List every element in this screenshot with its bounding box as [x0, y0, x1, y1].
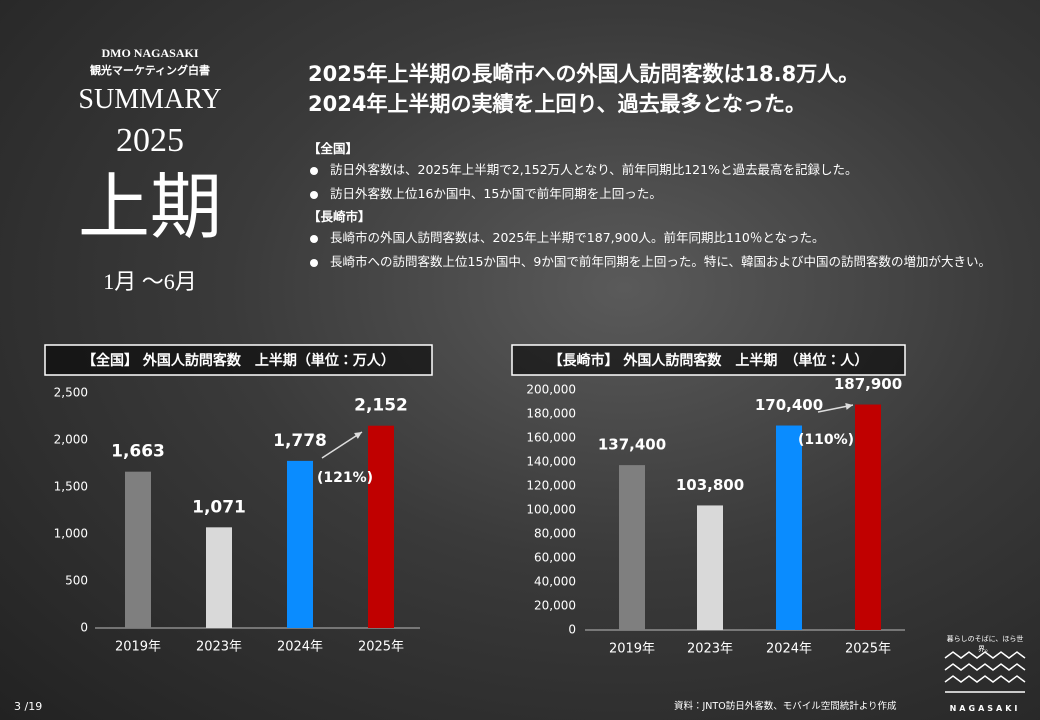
y-tick-label: 200,000: [526, 383, 576, 397]
bullet-text: 長崎市への訪問客数上位15か国中、9か国で前年同期を上回った。特に、韓国および中…: [330, 253, 991, 269]
bar: [619, 465, 645, 630]
value-label: 170,400: [755, 396, 823, 414]
bar: [776, 425, 802, 630]
y-tick-label: 100,000: [526, 503, 576, 517]
bullet-dot: [310, 258, 318, 267]
x-tick-label: 2019年: [115, 640, 161, 655]
source: 資料：JNTO訪日外客数、モバイル空間統計より作成: [674, 701, 897, 712]
value-label: 2,152: [354, 396, 408, 416]
x-tick-label: 2023年: [196, 640, 242, 655]
y-tick-label: 1,000: [54, 527, 88, 541]
y-tick-label: 60,000: [534, 551, 576, 565]
y-tick-label: 2,500: [54, 386, 88, 400]
y-tick-label: 40,000: [534, 575, 576, 589]
y-tick-label: 140,000: [526, 455, 576, 469]
value-label: 103,800: [676, 476, 744, 494]
annotation: (110%): [798, 432, 854, 448]
value-label: 1,071: [192, 497, 246, 517]
y-tick-label: 120,000: [526, 479, 576, 493]
bar: [368, 425, 394, 628]
y-tick-label: 1,500: [54, 480, 88, 494]
y-tick-label: 160,000: [526, 431, 576, 445]
year: 2025: [116, 122, 184, 159]
value-label: 137,400: [598, 436, 666, 454]
chart-title: 【全国】 外国人訪問客数 上半期（単位：万人）: [82, 352, 395, 369]
bullet-dot: [310, 235, 318, 243]
bullet-text: 訪日外客数上位16か国中、15か国で前年同期を上回った。: [330, 185, 662, 201]
bar: [855, 404, 881, 630]
chart-title: 【長崎市】 外国人訪問客数 上半期 （単位：人）: [549, 352, 869, 369]
bullet-dot: [310, 166, 318, 175]
bullet-text: 長崎市の外国人訪問客数は、2025年上半期で187,900人。前年同期比110％…: [330, 230, 825, 245]
bullet: 訪日外客数上位16か国中、15か国で前年同期を上回った。: [308, 185, 1008, 204]
chart-title-box: [511, 344, 906, 376]
section-heading: 【長崎市】: [308, 209, 371, 225]
arrow: [321, 431, 363, 459]
arrow-head: [845, 403, 853, 410]
bullet: 長崎市の外国人訪問客数は、2025年上半期で187,900人。前年同期比110％…: [308, 229, 1008, 248]
period: 上期: [77, 168, 222, 248]
subtitle: 観光マーケティング白書: [89, 64, 211, 77]
bar: [206, 527, 232, 628]
summary: SUMMARY: [78, 84, 222, 115]
value-label: 1,663: [111, 442, 165, 462]
bullet-text: 訪日外客数は、2025年上半期で2,152万人となり、前年同期比121%と過去最…: [330, 161, 858, 177]
y-tick-label: 0: [568, 623, 576, 637]
annotation: (121%): [317, 470, 373, 486]
x-tick-label: 2025年: [845, 642, 891, 657]
bullet: 長崎市への訪問客数上位15か国中、9か国で前年同期を上回った。特に、韓国および中…: [308, 253, 1008, 272]
logo-name: NAGASAKI: [949, 704, 1021, 713]
x-tick-label: 2025年: [358, 640, 404, 655]
bar: [287, 460, 313, 628]
bar: [125, 471, 151, 628]
section-heading: 【全国】: [308, 141, 359, 156]
logo-mark: [944, 651, 1026, 693]
x-tick-label: 2024年: [766, 642, 812, 657]
bullet: 訪日外客数は、2025年上半期で2,152万人となり、前年同期比121%と過去最…: [308, 161, 1008, 180]
bar: [697, 505, 723, 630]
org: DMO NAGASAKI: [101, 46, 199, 60]
page-number: 3 /19: [14, 700, 43, 713]
y-tick-label: 0: [80, 621, 88, 635]
value-label: 1,778: [273, 431, 327, 451]
headline: 2025年上半期の長崎市への外国人訪問客数は18.8万人。: [308, 62, 860, 86]
y-tick-label: 2,000: [54, 433, 88, 447]
y-tick-label: 80,000: [534, 527, 576, 541]
y-tick-label: 20,000: [534, 599, 576, 613]
x-tick-label: 2019年: [609, 642, 655, 657]
logo-tagline: 暮らしのそばに、ほら世界。: [946, 635, 1024, 653]
arrow-head: [354, 432, 362, 439]
bullet-dot: [310, 190, 318, 199]
y-tick-label: 180,000: [526, 407, 576, 421]
sections: 【全国】訪日外客数は、2025年上半期で2,152万人となり、前年同期比121%…: [308, 137, 1008, 277]
value-label: 187,900: [834, 375, 902, 393]
months: 1月 〜6月: [103, 269, 197, 294]
y-tick-label: 500: [65, 574, 88, 588]
chart-title-box: [44, 344, 433, 376]
x-tick-label: 2023年: [687, 642, 733, 657]
x-tick-label: 2024年: [277, 640, 323, 655]
headline: 2024年上半期の実績を上回り、過去最多となった。: [308, 92, 806, 116]
